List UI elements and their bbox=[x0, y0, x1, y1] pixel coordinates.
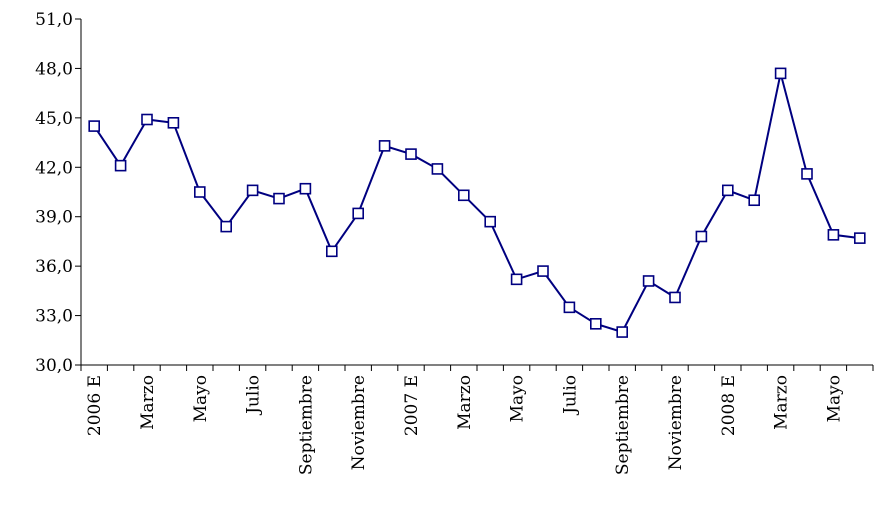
x-tick-label: Julio bbox=[560, 375, 580, 416]
data-point-marker bbox=[827, 229, 840, 241]
y-tick-label: 48,0 bbox=[35, 59, 73, 79]
data-point-marker bbox=[484, 215, 497, 228]
data-point-marker bbox=[378, 140, 391, 152]
data-point-marker bbox=[669, 291, 681, 304]
x-tick-label: Septiembre bbox=[296, 375, 316, 475]
x-tick-label: Mayo bbox=[508, 375, 528, 422]
data-point-marker bbox=[114, 159, 127, 172]
y-tick-label: 51,0 bbox=[35, 10, 73, 30]
x-tick-label: Noviembre bbox=[666, 375, 686, 470]
data-point-marker bbox=[774, 67, 787, 80]
data-point-marker bbox=[853, 232, 866, 244]
x-tick-label: Noviembre bbox=[349, 375, 369, 470]
x-tick-label: 2008 E bbox=[719, 375, 739, 436]
data-point-marker bbox=[194, 186, 206, 198]
y-tick-label: 33,0 bbox=[35, 307, 73, 327]
y-tick-label: 30,0 bbox=[35, 356, 73, 376]
data-point-marker bbox=[510, 273, 523, 286]
series-group bbox=[88, 67, 866, 338]
data-point-marker bbox=[431, 163, 444, 175]
data-point-marker bbox=[325, 245, 338, 258]
data-point-marker bbox=[695, 230, 708, 243]
y-tick-label: 42,0 bbox=[35, 158, 73, 178]
data-point-marker bbox=[457, 189, 470, 202]
data-point-marker bbox=[589, 318, 602, 330]
x-tick-label: Septiembre bbox=[613, 375, 633, 475]
y-axis: 30,0 33,0 36,0 39,0 42,0 45,0 48,0 51,0 bbox=[35, 10, 82, 376]
data-point-marker bbox=[246, 184, 259, 197]
data-point-marker bbox=[405, 148, 417, 160]
data-point-marker bbox=[220, 220, 232, 233]
data-point-marker bbox=[642, 275, 655, 287]
data-point-marker bbox=[141, 113, 153, 126]
x-tick-label: Mayo bbox=[191, 375, 211, 422]
data-point-marker bbox=[721, 184, 734, 197]
x-tick-label: Julio bbox=[244, 375, 264, 416]
x-tick-label: Marzo bbox=[772, 375, 792, 430]
data-point-marker bbox=[88, 120, 100, 132]
data-point-marker bbox=[167, 117, 180, 129]
x-tick-label: 2007 E bbox=[402, 375, 422, 436]
x-tick-label: Marzo bbox=[138, 375, 158, 430]
data-point-marker bbox=[616, 326, 629, 338]
y-tick-label: 39,0 bbox=[35, 208, 73, 228]
data-point-marker bbox=[299, 182, 312, 195]
x-tick-label: Mayo bbox=[824, 375, 844, 422]
y-tick-label: 36,0 bbox=[35, 257, 73, 277]
data-point-marker bbox=[273, 192, 285, 205]
data-point-marker bbox=[801, 168, 813, 180]
data-point-marker bbox=[537, 265, 549, 277]
data-point-marker bbox=[352, 207, 365, 220]
x-tick-label: Marzo bbox=[455, 375, 475, 430]
x-tick-label: 2006 E bbox=[85, 375, 105, 436]
x-axis: 2006 E Marzo Mayo Julio Septiembre Noviembre 2… bbox=[80, 364, 874, 475]
series-line bbox=[93, 73, 860, 334]
y-tick-label: 45,0 bbox=[35, 109, 73, 129]
data-point-marker bbox=[563, 301, 576, 314]
data-point-marker bbox=[748, 194, 761, 207]
